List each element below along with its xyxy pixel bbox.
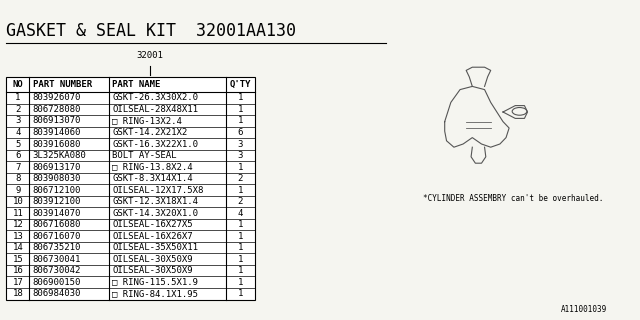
Text: 806728080: 806728080 — [33, 105, 81, 114]
Text: 15: 15 — [12, 255, 23, 264]
Text: 14: 14 — [12, 243, 23, 252]
Text: OILSEAL-30X50X9: OILSEAL-30X50X9 — [112, 255, 193, 264]
Text: GSKT-26.3X30X2.0: GSKT-26.3X30X2.0 — [112, 93, 198, 102]
Text: 803912100: 803912100 — [33, 197, 81, 206]
Text: GSKT-16.3X22X1.0: GSKT-16.3X22X1.0 — [112, 140, 198, 148]
Text: 32001: 32001 — [137, 51, 164, 60]
Text: Q'TY: Q'TY — [229, 80, 251, 89]
Text: *CYLINDER ASSEMBRY can't be overhauled.: *CYLINDER ASSEMBRY can't be overhauled. — [423, 194, 604, 203]
Text: OILSEAL-16X27X5: OILSEAL-16X27X5 — [112, 220, 193, 229]
Text: 17: 17 — [12, 278, 23, 287]
Text: 806716080: 806716080 — [33, 220, 81, 229]
Text: 3L325KA080: 3L325KA080 — [33, 151, 86, 160]
Text: 1: 1 — [237, 220, 243, 229]
Text: 1: 1 — [237, 289, 243, 298]
Text: BOLT AY-SEAL: BOLT AY-SEAL — [112, 151, 177, 160]
Text: 9: 9 — [15, 186, 20, 195]
Text: 806913170: 806913170 — [33, 163, 81, 172]
Text: 803914060: 803914060 — [33, 128, 81, 137]
Text: 3: 3 — [237, 151, 243, 160]
Text: 1: 1 — [237, 266, 243, 275]
Text: OILSEAL-16X26X7: OILSEAL-16X26X7 — [112, 232, 193, 241]
Text: □ RING-13.8X2.4: □ RING-13.8X2.4 — [112, 163, 193, 172]
Text: 2: 2 — [15, 105, 20, 114]
Text: 2: 2 — [237, 197, 243, 206]
Text: GSKT-14.2X21X2: GSKT-14.2X21X2 — [112, 128, 188, 137]
Text: 8: 8 — [15, 174, 20, 183]
Text: □ RING-84.1X1.95: □ RING-84.1X1.95 — [112, 289, 198, 298]
Text: OILSEAL-12X17.5X8: OILSEAL-12X17.5X8 — [112, 186, 204, 195]
Text: 11: 11 — [12, 209, 23, 218]
Text: 13: 13 — [12, 232, 23, 241]
Text: 1: 1 — [237, 232, 243, 241]
Text: NO: NO — [12, 80, 23, 89]
Text: GASKET & SEAL KIT  32001AA130: GASKET & SEAL KIT 32001AA130 — [6, 22, 296, 40]
Text: 18: 18 — [12, 289, 23, 298]
Text: □ RING-13X2.4: □ RING-13X2.4 — [112, 116, 182, 125]
Text: 5: 5 — [15, 140, 20, 148]
Text: GSKT-8.3X14X1.4: GSKT-8.3X14X1.4 — [112, 174, 193, 183]
Text: 1: 1 — [15, 93, 20, 102]
Text: PART NAME: PART NAME — [112, 80, 161, 89]
Text: 1: 1 — [237, 255, 243, 264]
Text: 806712100: 806712100 — [33, 186, 81, 195]
Text: 4: 4 — [237, 209, 243, 218]
Text: 2: 2 — [237, 174, 243, 183]
Text: 803908030: 803908030 — [33, 174, 81, 183]
Bar — [6, 77, 255, 300]
Text: 803916080: 803916080 — [33, 140, 81, 148]
Text: 1: 1 — [237, 93, 243, 102]
Text: GSKT-12.3X18X1.4: GSKT-12.3X18X1.4 — [112, 197, 198, 206]
Text: 6: 6 — [237, 128, 243, 137]
Text: 806730042: 806730042 — [33, 266, 81, 275]
Text: 6: 6 — [15, 151, 20, 160]
Text: □ RING-115.5X1.9: □ RING-115.5X1.9 — [112, 278, 198, 287]
Text: A111001039: A111001039 — [561, 305, 607, 314]
Text: OILSEAL-35X50X11: OILSEAL-35X50X11 — [112, 243, 198, 252]
Text: 1: 1 — [237, 105, 243, 114]
Text: OILSEAL-28X48X11: OILSEAL-28X48X11 — [112, 105, 198, 114]
Text: 803914070: 803914070 — [33, 209, 81, 218]
Text: 1: 1 — [237, 163, 243, 172]
Text: OILSEAL-30X50X9: OILSEAL-30X50X9 — [112, 266, 193, 275]
Text: 3: 3 — [237, 140, 243, 148]
Text: 1: 1 — [237, 186, 243, 195]
Text: GSKT-14.3X20X1.0: GSKT-14.3X20X1.0 — [112, 209, 198, 218]
Text: 12: 12 — [12, 220, 23, 229]
Text: 4: 4 — [15, 128, 20, 137]
Text: 10: 10 — [12, 197, 23, 206]
Text: 7: 7 — [15, 163, 20, 172]
Text: 803926070: 803926070 — [33, 93, 81, 102]
Text: 806730041: 806730041 — [33, 255, 81, 264]
Text: 1: 1 — [237, 243, 243, 252]
Text: 806913070: 806913070 — [33, 116, 81, 125]
Text: 1: 1 — [237, 116, 243, 125]
Text: 806735210: 806735210 — [33, 243, 81, 252]
Text: 3: 3 — [15, 116, 20, 125]
Text: 16: 16 — [12, 266, 23, 275]
Text: 806984030: 806984030 — [33, 289, 81, 298]
Text: 1: 1 — [237, 278, 243, 287]
Text: PART NUMBER: PART NUMBER — [33, 80, 92, 89]
Text: 806900150: 806900150 — [33, 278, 81, 287]
Text: 806716070: 806716070 — [33, 232, 81, 241]
